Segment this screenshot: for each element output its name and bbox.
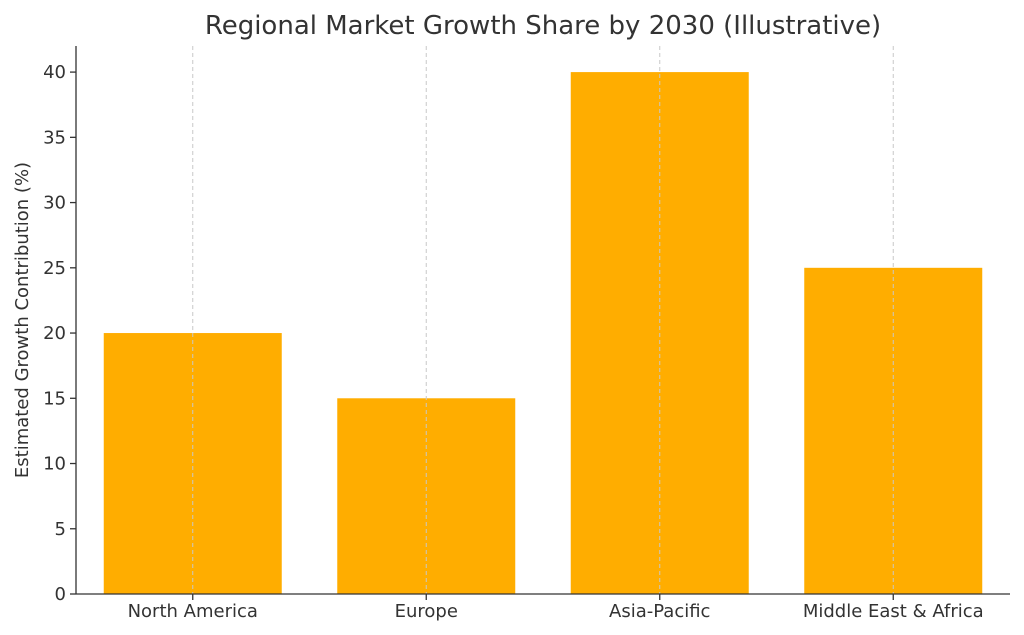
x-tick-label: Asia-Pacific	[609, 601, 710, 622]
x-tick-label: Europe	[395, 601, 458, 622]
bar-north-america	[103, 333, 282, 594]
x-tick-label: North America	[128, 601, 258, 622]
y-tick-label: 0	[55, 584, 66, 605]
y-tick-label: 15	[43, 388, 66, 409]
y-tick-label: 40	[43, 62, 66, 83]
x-ticks-layer: North America Europe Asia-Pacific Middle Ea…	[128, 594, 984, 622]
y-tick-label: 25	[43, 258, 66, 279]
y-tick-label: 35	[43, 127, 66, 148]
y-ticks-layer: 0 5 10 15 20 25 30 35 40	[43, 62, 76, 605]
bars-layer	[103, 72, 983, 595]
chart-title: Regional Market Growth Share by 2030 (Il…	[205, 11, 881, 41]
y-tick-label: 30	[43, 193, 66, 214]
y-tick-label: 10	[43, 454, 66, 475]
x-tick-label: Middle East & Africa	[803, 601, 984, 622]
grid-layer	[192, 46, 894, 594]
y-tick-label: 5	[55, 519, 66, 540]
y-axis-label: Estimated Growth Contribution (%)	[12, 162, 33, 478]
y-tick-label: 20	[43, 323, 66, 344]
